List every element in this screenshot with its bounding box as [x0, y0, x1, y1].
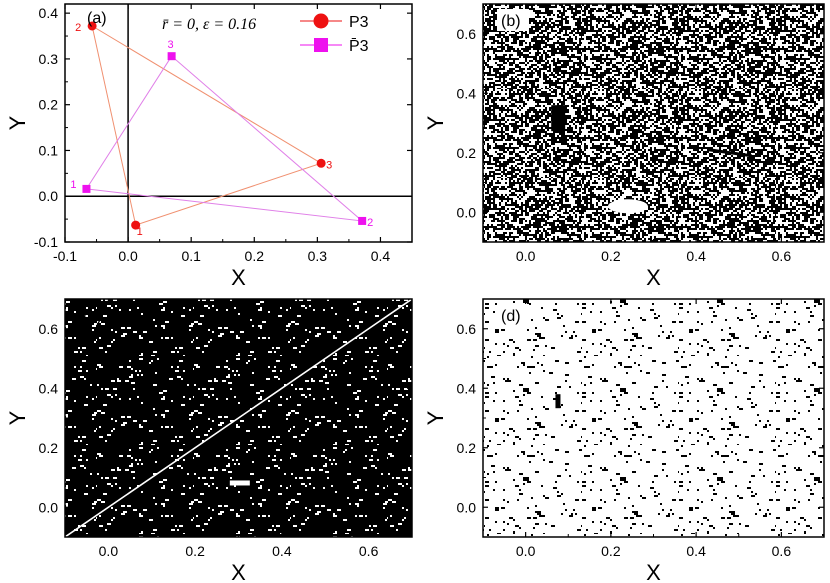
- x-tick-label: 0.4: [272, 543, 292, 559]
- x-tick-label: 0.6: [359, 543, 379, 559]
- x-tick-label: 0.0: [99, 543, 119, 559]
- legend-marker: [314, 38, 328, 52]
- panel-label: (d): [501, 308, 521, 325]
- x-tick-label: 0.0: [118, 248, 138, 264]
- panel-c: 0.0 0.2 0.4 0.6 0.0 0.2 0.4 0.6 X Y (c): [5, 298, 413, 583]
- y-tick-label: 0.4: [39, 380, 59, 396]
- y-tick-label: 0.6: [457, 321, 477, 337]
- white-blob: [607, 199, 648, 214]
- y-tick-label: 0.0: [457, 499, 477, 515]
- panel-label: (b): [501, 13, 521, 30]
- x-axis-label: X: [646, 265, 661, 290]
- annotation: r̄ = 0, ε = 0.16: [162, 16, 256, 33]
- x-tick-label: 0.4: [686, 248, 706, 264]
- x-tick-label: 0.2: [185, 543, 205, 559]
- point-label: 2: [367, 217, 373, 229]
- x-tick-label: 0.3: [308, 248, 328, 264]
- y-tick-label: 0.2: [457, 440, 477, 456]
- y-axis-label: Y: [423, 115, 448, 130]
- basin-map: [483, 299, 824, 537]
- y-tick-label: 0.2: [457, 145, 477, 161]
- point-marker: [131, 220, 141, 230]
- x-axis-label: X: [231, 560, 246, 583]
- point-label: 3: [326, 159, 332, 171]
- x-tick-label: 0.2: [601, 248, 621, 264]
- panel-label: (a): [87, 10, 107, 27]
- x-tick-label: 0.1: [181, 248, 201, 264]
- x-axis-label: X: [231, 265, 246, 290]
- x-tick-label: 0.6: [772, 248, 792, 264]
- point-marker: [358, 216, 367, 225]
- white-streak: [229, 480, 250, 486]
- panel-a: 1 2 3 1 2 3 -0.1 0.0 0.1 0.2 0.3 0.4 -0.1 0.0 0.1 0.2 0.…: [5, 3, 413, 290]
- legend-marker: [313, 13, 329, 29]
- y-tick-label: 0.0: [39, 188, 59, 204]
- point-label: 3: [168, 39, 174, 51]
- y-axis-label: Y: [5, 410, 30, 425]
- point-marker: [87, 21, 97, 31]
- basin-map: [483, 4, 824, 242]
- plot-frame: [64, 3, 413, 243]
- x-tick-label: 0.4: [686, 543, 706, 559]
- y-tick-label: 0.0: [39, 499, 59, 515]
- basin-features: [551, 105, 752, 214]
- panel-label: (c): [83, 308, 102, 325]
- panel-label-bg: [497, 304, 529, 326]
- point-label: 1: [137, 226, 143, 238]
- y-tick-label: 0.6: [39, 321, 59, 337]
- legend-label: P̄3: [349, 38, 369, 55]
- y-tick-label: -0.1: [34, 234, 58, 250]
- x-tick-label: 0.2: [245, 248, 265, 264]
- legend: P3P̄3: [300, 13, 369, 55]
- panel-label-bg: [497, 9, 529, 31]
- x-axis-label: X: [646, 560, 661, 583]
- y-tick-label: 0.0: [457, 204, 477, 220]
- y-axis-label: Y: [423, 410, 448, 425]
- point-label: 2: [75, 22, 81, 34]
- black-blob: [551, 105, 566, 132]
- basin-features: [555, 394, 561, 409]
- x-tick-label: 0.4: [371, 248, 391, 264]
- y-tick-label: 0.6: [457, 26, 477, 42]
- point-marker: [82, 184, 91, 193]
- triangle-p3: [91, 24, 323, 226]
- x-tick-label: 0.0: [516, 543, 536, 559]
- x-tick-label: 0.2: [601, 543, 621, 559]
- y-tick-label: 0.3: [39, 51, 59, 67]
- black-streak: [708, 148, 752, 158]
- diagonal-line: [65, 299, 412, 537]
- x-tick-label: 0.0: [516, 248, 536, 264]
- y-tick-label: 0.4: [39, 5, 59, 21]
- panel-d: 0.0 0.2 0.4 0.6 0.0 0.2 0.4 0.6 X Y (d): [423, 298, 825, 583]
- basin-features: [65, 299, 412, 537]
- x-tick-label: 0.6: [772, 543, 792, 559]
- y-tick-label: 0.1: [39, 142, 59, 158]
- y-tick-label: 0.2: [39, 97, 59, 113]
- point-marker: [167, 52, 176, 61]
- point-marker: [316, 158, 326, 168]
- y-tick-label: 0.4: [457, 85, 477, 101]
- y-tick-label: 0.4: [457, 380, 477, 396]
- legend-label: P3: [349, 14, 369, 31]
- y-axis-label: Y: [5, 115, 30, 130]
- plot-area: [65, 4, 412, 242]
- y-tick-label: 0.2: [39, 440, 59, 456]
- x-tick-label: -0.1: [53, 248, 77, 264]
- triangle-p3bar: [85, 55, 364, 222]
- point-label: 1: [70, 179, 76, 191]
- panel-b: 0.0 0.2 0.4 0.6 0.0 0.2 0.4 0.6 X Y (b): [423, 3, 825, 290]
- black-mark: [555, 394, 561, 409]
